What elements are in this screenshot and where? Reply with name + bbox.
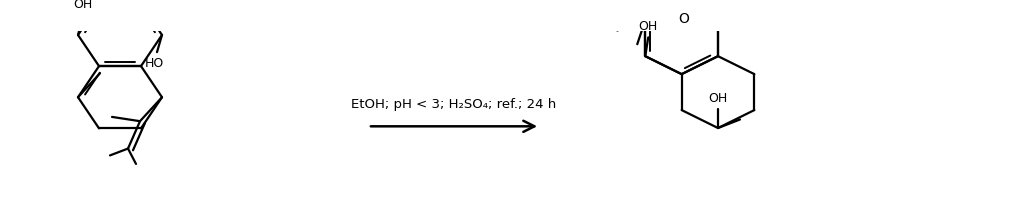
Text: OH: OH <box>74 0 92 11</box>
Text: O: O <box>678 12 689 26</box>
Text: HO: HO <box>144 57 164 70</box>
Text: OH: OH <box>639 20 657 33</box>
Text: EtOH; pH < 3; H₂SO₄; ref.; 24 h: EtOH; pH < 3; H₂SO₄; ref.; 24 h <box>351 98 557 111</box>
Text: OH: OH <box>709 92 728 105</box>
